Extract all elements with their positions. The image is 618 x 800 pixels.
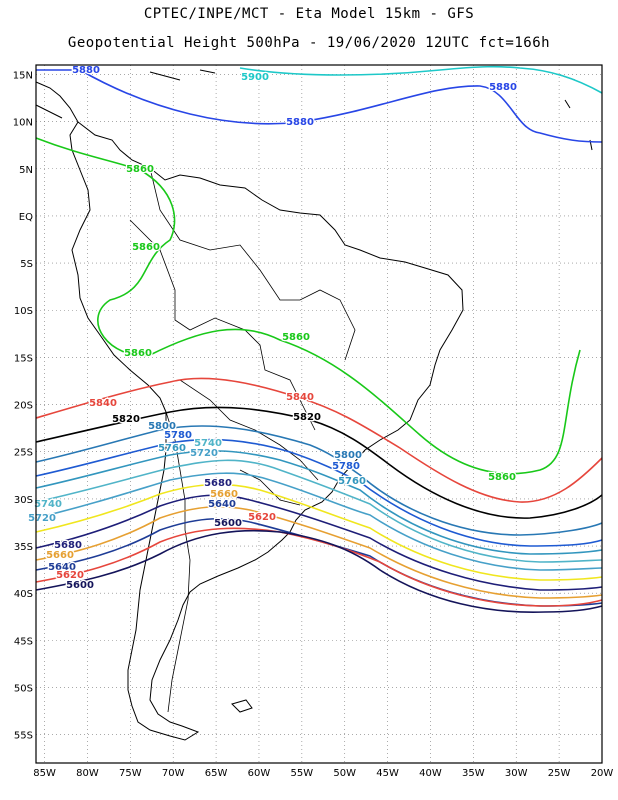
contour-label-5900: 5900 — [241, 72, 269, 83]
contour-line-5720 — [35, 472, 603, 571]
contour-line-5620 — [35, 527, 603, 607]
contour-line-5700 — [35, 483, 603, 581]
contour-line-5680 — [35, 494, 603, 591]
lon-tick-label: 50W — [333, 768, 356, 779]
lat-tick-label: 15S — [14, 353, 33, 364]
lon-tick-label: 35W — [462, 768, 485, 779]
contour-label-5680: 5680 — [54, 540, 82, 551]
contour-label-5720: 5720 — [28, 513, 56, 524]
contour-label-5760: 5760 — [338, 476, 366, 487]
lon-tick-label: 60W — [248, 768, 271, 779]
contour-label-5880: 5880 — [286, 117, 314, 128]
contour-label-5660: 5660 — [46, 550, 74, 561]
contour-label-5720: 5720 — [190, 448, 218, 459]
axis-ticks: 15N 10N 5N EQ 5S 10S 15S 20S 25S 30S 35S 40S 45S 50S 5… — [13, 70, 614, 779]
lat-tick-label: 40S — [14, 589, 33, 600]
contour-label-5880: 5880 — [72, 65, 100, 76]
contour-label-5600: 5600 — [66, 580, 94, 591]
contour-label-5780: 5780 — [332, 461, 360, 472]
contour-line-5660 — [35, 505, 603, 599]
contour-line-5820 — [35, 406, 603, 519]
contour-label-5800: 5800 — [148, 421, 176, 432]
lon-tick-label: 55W — [291, 768, 314, 779]
contour-label-5680: 5680 — [204, 478, 232, 489]
contour-line-5760 — [35, 450, 603, 555]
lat-tick-label: 10S — [14, 306, 33, 317]
map-frame — [35, 64, 603, 764]
contour-label-5800: 5800 — [334, 450, 362, 461]
contour-label-5860: 5860 — [126, 164, 154, 175]
contour-line-5840 — [35, 377, 603, 503]
central-america-coastline — [35, 81, 79, 123]
lat-tick-label: 55S — [14, 731, 33, 742]
contour-label-5620: 5620 — [56, 570, 84, 581]
contour-label-5760: 5760 — [158, 443, 186, 454]
contour-line-5900 — [239, 65, 603, 94]
contour-label-5740: 5740 — [34, 499, 62, 510]
lat-tick-label: 50S — [14, 684, 33, 695]
lon-tick-label: 70W — [162, 768, 185, 779]
contour-line-5640 — [35, 517, 603, 607]
contour-label-5860: 5860 — [282, 332, 310, 343]
lat-tick-label: 10N — [13, 118, 33, 129]
lat-tick-label: 20S — [14, 401, 33, 412]
lat-tick-label: 25S — [14, 448, 33, 459]
lat-tick-label: 15N — [13, 70, 33, 81]
country-borders — [129, 167, 356, 713]
lon-tick-label: 80W — [76, 768, 99, 779]
lat-tick-label: 45S — [14, 636, 33, 647]
lat-tick-label: EQ — [19, 212, 33, 223]
contour-label-5820: 5820 — [112, 414, 140, 425]
lat-tick-label: 30S — [14, 495, 33, 506]
lon-tick-label: 65W — [205, 768, 228, 779]
map-title-line-2: Geopotential Height 500hPa - 19/06/2020 … — [67, 35, 551, 51]
coastline-and-borders — [35, 69, 593, 741]
contour-label-5640: 5640 — [208, 499, 236, 510]
contour-line-5800 — [35, 425, 603, 536]
contour-label-5740: 5740 — [194, 438, 222, 449]
contour-label-5840: 5840 — [286, 392, 314, 403]
contour-label-5660: 5660 — [210, 489, 238, 500]
contour-label-5860: 5860 — [124, 348, 152, 359]
contour-label-5600: 5600 — [214, 518, 242, 529]
map-title-line-1: CPTEC/INPE/MCT - Eta Model 15km - GFS — [143, 6, 475, 22]
contour-line-5880 — [36, 69, 603, 143]
contour-label-5880: 5880 — [489, 82, 517, 93]
lon-tick-label: 25W — [548, 768, 571, 779]
lon-tick-label: 20W — [591, 768, 614, 779]
lat-tick-label: 5N — [19, 165, 33, 176]
contour-label-5620: 5620 — [248, 512, 276, 523]
falkland-islands — [231, 699, 253, 713]
contour-line-5600 — [35, 529, 603, 614]
lon-tick-label: 75W — [119, 768, 142, 779]
contour-lines: 5900 5880 5880 5880 5860 5860 5860 5860 5860 5840… — [27, 64, 603, 614]
contour-label-5860: 5860 — [488, 472, 516, 483]
contour-line-5860 — [35, 137, 581, 475]
south-america-coastline — [69, 121, 464, 741]
contour-label-5860: 5860 — [132, 242, 160, 253]
contour-line-5780 — [35, 438, 603, 547]
contour-label-5840: 5840 — [89, 398, 117, 409]
lat-tick-label: 35S — [14, 542, 33, 553]
contour-line-5740 — [35, 459, 603, 563]
lat-tick-label: 5S — [20, 259, 33, 270]
lon-tick-label: 40W — [419, 768, 442, 779]
lon-tick-label: 30W — [505, 768, 528, 779]
contour-label-5780: 5780 — [164, 430, 192, 441]
contour-label-5820: 5820 — [293, 412, 321, 423]
contour-label-5640: 5640 — [48, 562, 76, 573]
lon-tick-label: 85W — [33, 768, 56, 779]
lon-tick-label: 45W — [376, 768, 399, 779]
